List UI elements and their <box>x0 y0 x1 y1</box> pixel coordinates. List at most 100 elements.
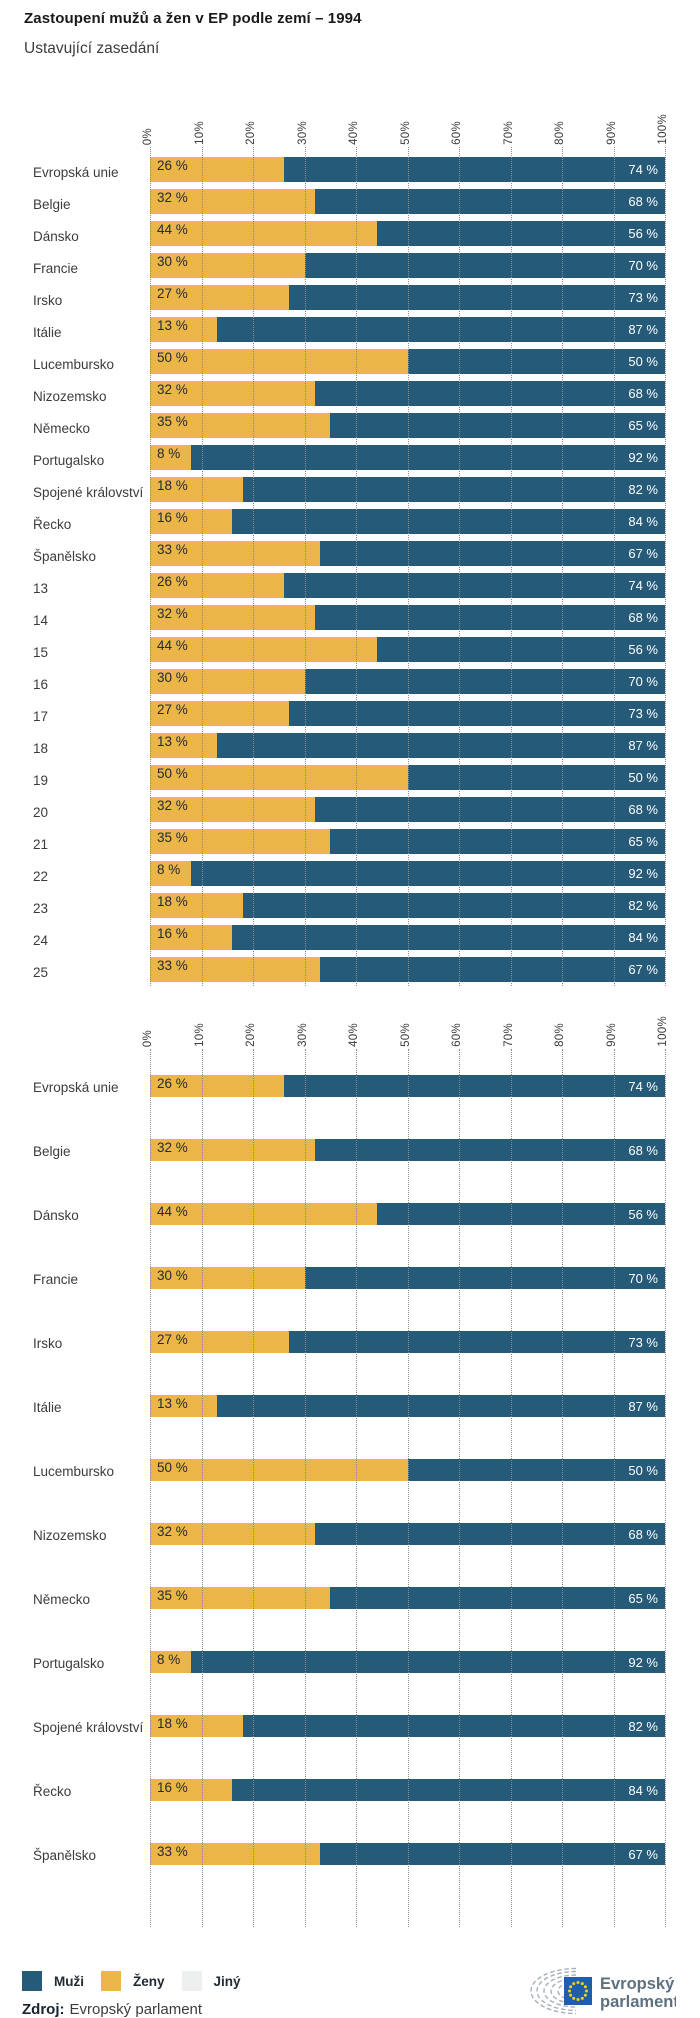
women-value-label: 33 % <box>157 958 188 973</box>
women-bar-segment: 35 % <box>150 1587 331 1609</box>
category-label: 21 <box>33 837 49 852</box>
category-label: Belgie <box>33 1144 71 1159</box>
women-value-label: 8 % <box>157 862 181 877</box>
bar-row: 17 27 % 73 % <box>33 701 665 726</box>
bar-chart-summary: 0% 10% 20% 30% 40% 50% 60% 70% 80% 90% 100% Evrops… <box>33 1001 669 1927</box>
women-bar-segment: 30 % <box>150 1267 305 1289</box>
men-bar-segment: 70 % <box>304 253 665 278</box>
men-bar-segment: 82 % <box>242 477 665 502</box>
men-bar-segment: 50 % <box>407 1459 665 1481</box>
men-value-label: 84 % <box>628 930 658 945</box>
category-label: Řecko <box>33 517 72 532</box>
men-bar-segment: 56 % <box>376 221 665 246</box>
women-bar-segment: 30 % <box>150 253 305 278</box>
category-label: 20 <box>33 805 49 820</box>
men-value-label: 92 % <box>628 450 658 465</box>
women-bar-segment: 18 % <box>150 1715 243 1737</box>
x-axis-tick: 40% <box>348 121 360 145</box>
women-bar-segment: 30 % <box>150 669 305 694</box>
x-axis-tick: 70% <box>502 121 515 145</box>
men-bar-segment: 56 % <box>376 1203 665 1225</box>
men-bar-segment: 68 % <box>314 189 665 214</box>
women-bar-segment: 13 % <box>150 733 217 758</box>
women-bar-segment: 44 % <box>150 637 377 662</box>
men-value-label: 68 % <box>628 194 658 209</box>
bar-row: Itálie 13 % 87 % <box>33 317 665 342</box>
category-label: Itálie <box>33 325 62 340</box>
women-bar-segment: 32 % <box>150 797 315 822</box>
category-label: 24 <box>33 933 49 948</box>
men-value-label: 65 % <box>628 834 658 849</box>
men-bar-segment: 82 % <box>242 893 665 918</box>
men-value-label: 56 % <box>628 226 658 241</box>
source-value: Evropský parlament <box>69 2001 203 2018</box>
men-value-label: 68 % <box>628 1526 658 1542</box>
chart-header: Zastoupení mužů a žen v EP podle zemí – … <box>0 0 700 59</box>
men-value-label: 67 % <box>628 546 658 561</box>
category-label: Nizozemsko <box>33 389 107 404</box>
category-label: Portugalsko <box>33 453 105 468</box>
men-bar-segment: 73 % <box>289 1331 665 1353</box>
category-label: 25 <box>33 965 49 980</box>
men-value-label: 87 % <box>628 322 658 337</box>
legend-swatch-ženy <box>101 1971 121 1991</box>
x-axis-tick: 30% <box>296 1023 309 1047</box>
category-label: 14 <box>33 613 49 628</box>
women-value-label: 13 % <box>157 318 188 333</box>
women-bar-segment: 8 % <box>150 445 192 470</box>
women-bar-segment: 26 % <box>150 1075 284 1097</box>
men-bar-segment: 82 % <box>242 1715 665 1737</box>
bar-rows: Evropská unie 26 % 74 % Belgie 32 % 68 % Dánsk… <box>33 157 665 982</box>
legend-and-source: Muži Ženy Jiný Zdroj: Evropský parlament <box>22 1971 258 2018</box>
legend-item: Ženy <box>101 1971 165 1991</box>
bar-row: 21 35 % 65 % <box>33 829 665 854</box>
men-value-label: 68 % <box>628 386 658 401</box>
men-bar-segment: 65 % <box>330 829 665 854</box>
category-label: Irsko <box>33 1336 63 1351</box>
women-value-label: 30 % <box>157 670 188 685</box>
legend-swatch-muži <box>22 1971 42 1991</box>
bar-row: Irsko 27 % 73 % <box>33 1331 665 1353</box>
men-value-label: 82 % <box>628 898 658 913</box>
bar-row: Belgie 32 % 68 % <box>33 1139 665 1161</box>
women-bar-segment: 26 % <box>150 573 284 598</box>
men-value-label: 87 % <box>628 1398 658 1414</box>
men-bar-segment: 92 % <box>191 861 665 886</box>
women-value-label: 35 % <box>157 414 188 429</box>
men-bar-segment: 50 % <box>407 349 665 374</box>
plot-area: Evropská unie 26 % 74 % Belgie 32 % 68 % Dánsk… <box>33 1049 666 1927</box>
men-bar-segment: 73 % <box>289 701 665 726</box>
category-label: Dánsko <box>33 229 79 244</box>
x-axis-tick: 100% <box>657 1016 669 1047</box>
men-value-label: 68 % <box>628 610 658 625</box>
men-value-label: 84 % <box>628 1782 658 1798</box>
men-bar-segment: 65 % <box>330 413 665 438</box>
men-bar-segment: 68 % <box>314 1139 665 1161</box>
men-bar-segment: 74 % <box>283 573 665 598</box>
women-bar-segment: 13 % <box>150 317 217 342</box>
women-value-label: 50 % <box>157 766 188 781</box>
category-label: Nizozemsko <box>33 1528 107 1543</box>
men-bar-segment: 92 % <box>191 445 665 470</box>
bar-row: Nizozemsko 32 % 68 % <box>33 381 665 406</box>
women-value-label: 13 % <box>157 734 188 749</box>
women-value-label: 26 % <box>157 1076 188 1091</box>
bar-row: Evropská unie 26 % 74 % <box>33 157 665 182</box>
women-bar-segment: 50 % <box>150 1459 408 1481</box>
men-bar-segment: 50 % <box>407 765 665 790</box>
legend-label: Ženy <box>133 1973 165 1989</box>
women-value-label: 33 % <box>157 542 188 557</box>
bar-row: Lucembursko 50 % 50 % <box>33 1459 665 1481</box>
category-label: 23 <box>33 901 49 916</box>
women-bar-segment: 27 % <box>150 285 290 310</box>
men-bar-segment: 74 % <box>283 1075 665 1097</box>
category-label: 19 <box>33 773 49 788</box>
bar-row: Dánsko 44 % 56 % <box>33 1203 665 1225</box>
women-value-label: 26 % <box>157 574 188 589</box>
category-label: Belgie <box>33 197 71 212</box>
legend-label: Muži <box>54 1973 84 1989</box>
x-axis-tick: 60% <box>451 1023 463 1047</box>
bar-row: Řecko 16 % 84 % <box>33 509 665 534</box>
women-bar-segment: 32 % <box>150 1523 315 1545</box>
men-value-label: 73 % <box>628 706 658 721</box>
